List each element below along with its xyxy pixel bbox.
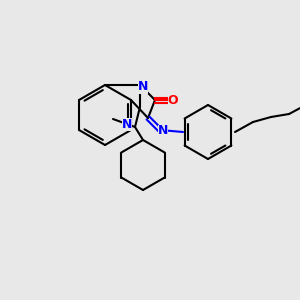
Text: N: N xyxy=(138,80,148,94)
Text: N: N xyxy=(122,118,132,130)
Text: O: O xyxy=(168,94,178,106)
Text: N: N xyxy=(158,124,168,137)
